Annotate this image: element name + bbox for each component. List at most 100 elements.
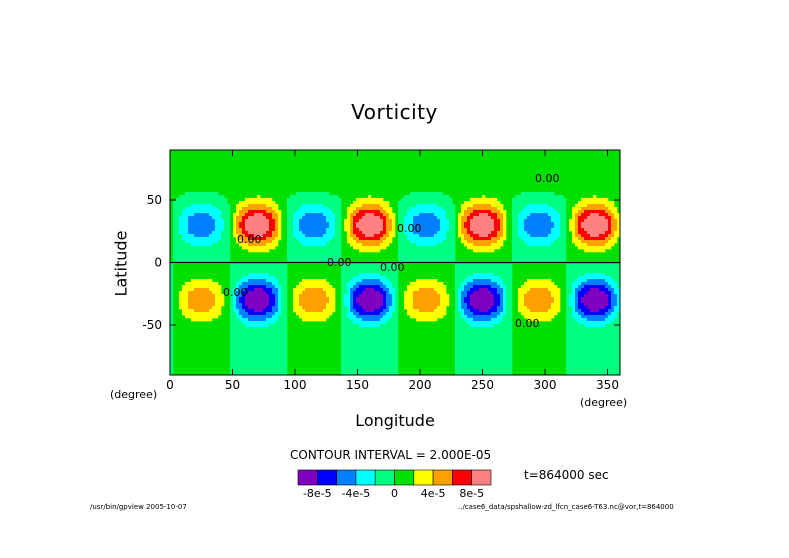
- field-cell: [224, 228, 228, 232]
- field-cell: [458, 354, 462, 358]
- field-cell: [281, 315, 285, 319]
- field-cell: [263, 345, 267, 349]
- field-cell: [524, 228, 528, 232]
- field-cell: [281, 345, 285, 349]
- field-cell: [455, 348, 459, 352]
- field-cell: [173, 207, 177, 211]
- field-cell: [233, 303, 237, 307]
- field-cell: [224, 201, 228, 205]
- field-cell: [350, 318, 354, 322]
- field-cell: [260, 237, 264, 241]
- field-cell: [443, 195, 447, 199]
- field-cell: [395, 360, 399, 364]
- field-cell: [239, 216, 243, 220]
- field-cell: [233, 231, 237, 235]
- field-cell: [269, 315, 273, 319]
- field-cell: [248, 372, 252, 375]
- field-cell: [536, 210, 540, 214]
- field-cell: [497, 276, 501, 280]
- field-cell: [230, 309, 234, 313]
- field-cell: [494, 363, 498, 367]
- field-cell: [440, 315, 444, 319]
- field-cell: [257, 369, 261, 373]
- field-cell: [536, 300, 540, 304]
- field-cell: [410, 258, 414, 262]
- field-cell: [311, 315, 315, 319]
- field-cell: [191, 204, 195, 208]
- field-cell: [359, 270, 363, 274]
- field-cell: [443, 285, 447, 289]
- field-cell: [380, 222, 384, 226]
- field-cell: [389, 282, 393, 286]
- field-cell: [533, 216, 537, 220]
- field-cell: [284, 366, 288, 370]
- field-cell: [368, 300, 372, 304]
- field-cell: [275, 342, 279, 346]
- field-cell: [212, 198, 216, 202]
- field-cell: [539, 195, 543, 199]
- field-cell: [251, 210, 255, 214]
- field-cell: [428, 210, 432, 214]
- field-cell: [248, 267, 252, 271]
- field-cell: [515, 240, 519, 244]
- field-cell: [431, 303, 435, 307]
- field-cell: [440, 216, 444, 220]
- field-cell: [482, 219, 486, 223]
- field-cell: [449, 234, 453, 238]
- field-cell: [230, 270, 234, 274]
- field-cell: [266, 249, 270, 253]
- field-cell: [494, 267, 498, 271]
- field-cell: [476, 333, 480, 337]
- field-cell: [260, 264, 264, 268]
- field-cell: [206, 249, 210, 253]
- field-cell: [425, 207, 429, 211]
- field-cell: [407, 288, 411, 292]
- field-cell: [344, 267, 348, 271]
- field-cell: [362, 309, 366, 313]
- field-cell: [386, 219, 390, 223]
- field-cell: [500, 327, 504, 331]
- field-cell: [359, 276, 363, 280]
- field-cell: [449, 258, 453, 262]
- field-cell: [239, 345, 243, 349]
- field-cell: [527, 213, 531, 217]
- field-cell: [239, 225, 243, 229]
- field-cell: [179, 207, 183, 211]
- field-cell: [239, 288, 243, 292]
- field-cell: [335, 237, 339, 241]
- field-cell: [488, 324, 492, 328]
- field-cell: [476, 342, 480, 346]
- field-cell: [278, 309, 282, 313]
- field-cell: [170, 354, 174, 358]
- field-cell: [206, 216, 210, 220]
- field-cell: [470, 354, 474, 358]
- field-cell: [473, 357, 477, 361]
- field-cell: [254, 339, 258, 343]
- field-cell: [236, 237, 240, 241]
- field-cell: [368, 339, 372, 343]
- field-cell: [485, 282, 489, 286]
- field-cell: [530, 234, 534, 238]
- field-cell: [413, 294, 417, 298]
- field-cell: [434, 240, 438, 244]
- field-cell: [257, 249, 261, 253]
- field-cell: [383, 234, 387, 238]
- field-cell: [302, 297, 306, 301]
- field-cell: [503, 288, 507, 292]
- field-cell: [395, 303, 399, 307]
- field-cell: [389, 306, 393, 310]
- field-cell: [293, 252, 297, 256]
- field-cell: [485, 204, 489, 208]
- field-cell: [284, 303, 288, 307]
- field-cell: [491, 228, 495, 232]
- field-cell: [494, 285, 498, 289]
- field-cell: [266, 372, 270, 375]
- field-cell: [260, 270, 264, 274]
- field-cell: [341, 360, 345, 364]
- field-cell: [170, 303, 174, 307]
- field-cell: [422, 249, 426, 253]
- field-cell: [317, 225, 321, 229]
- field-cell: [320, 258, 324, 262]
- field-cell: [257, 210, 261, 214]
- field-cell: [446, 201, 450, 205]
